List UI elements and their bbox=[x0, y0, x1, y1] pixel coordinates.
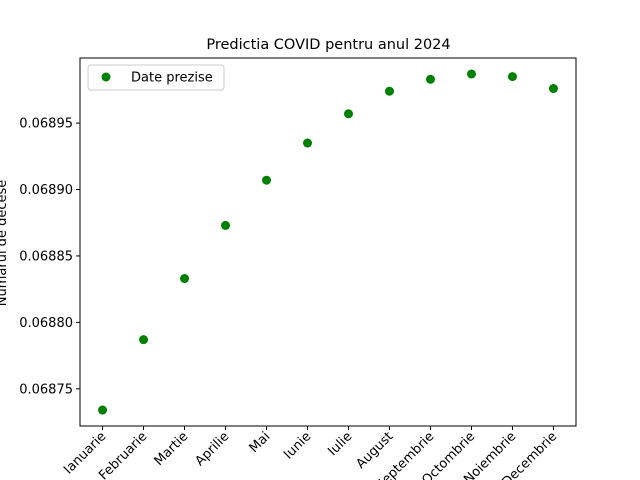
x-tick-label: Iunie bbox=[281, 429, 314, 462]
data-point-4 bbox=[221, 220, 231, 230]
data-point-2 bbox=[139, 335, 149, 345]
plot-frame bbox=[79, 57, 577, 427]
data-point-6 bbox=[303, 138, 313, 148]
data-point-7 bbox=[343, 109, 353, 119]
data-point-11 bbox=[507, 72, 517, 82]
legend: Date prezise bbox=[87, 64, 225, 91]
y-tick-label: 0.06885 bbox=[19, 249, 73, 264]
legend-box bbox=[87, 64, 225, 91]
legend-label: Date prezise bbox=[131, 71, 213, 86]
data-point-3 bbox=[180, 274, 190, 284]
data-point-5 bbox=[262, 175, 272, 185]
data-point-12 bbox=[548, 84, 558, 94]
x-tick-label: Martie bbox=[152, 429, 192, 469]
y-tick-label: 0.06890 bbox=[19, 183, 73, 198]
data-point-8 bbox=[384, 86, 394, 96]
y-tick-label: 0.06880 bbox=[19, 316, 73, 331]
y-axis-label: Numarul de decese bbox=[0, 180, 10, 306]
y-tick-label: 0.06895 bbox=[19, 117, 73, 132]
data-point-1 bbox=[98, 405, 108, 415]
x-tick-label: Iulie bbox=[325, 429, 355, 459]
data-point-10 bbox=[466, 69, 476, 79]
y-tick-label: 0.06875 bbox=[19, 382, 73, 397]
data-point-9 bbox=[425, 74, 435, 84]
x-tick-label: Aprilie bbox=[193, 429, 233, 469]
x-tick-label: Mai bbox=[247, 429, 274, 456]
legend-marker bbox=[101, 72, 111, 82]
chart-title: Predictia COVID pentru anul 2024 bbox=[206, 37, 450, 53]
